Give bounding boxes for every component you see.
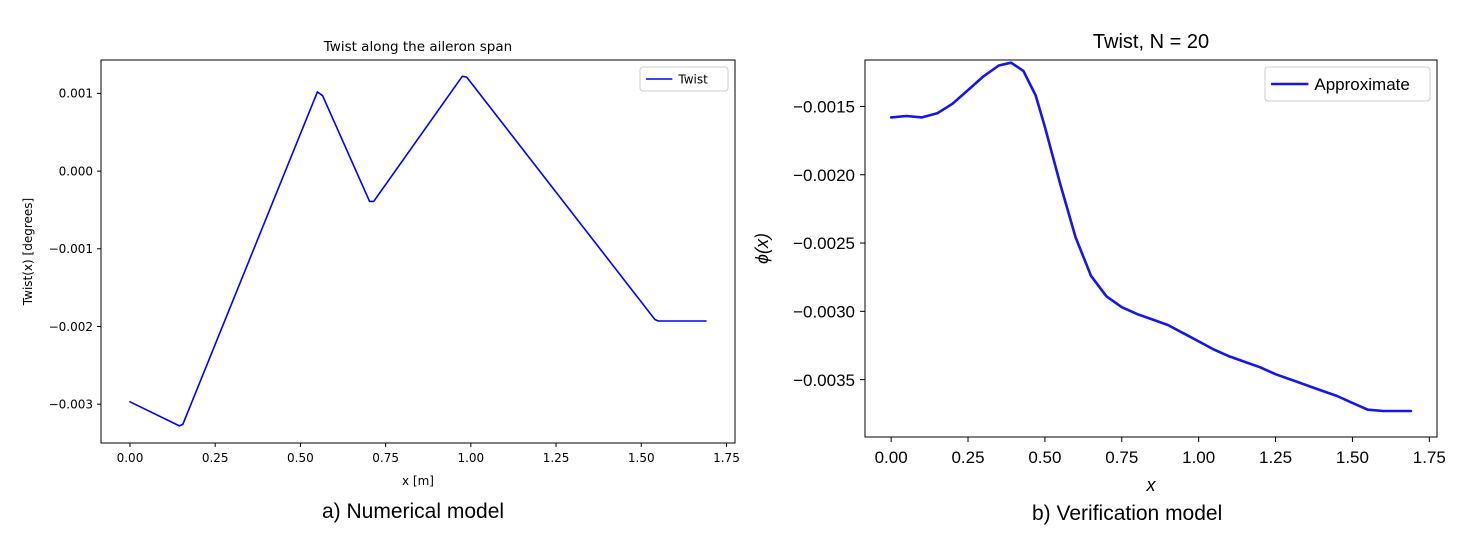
legend: Twist <box>639 66 729 92</box>
chart-title: Twist, N = 20 <box>1093 31 1209 53</box>
x-tick-label: 1.75 <box>713 451 740 465</box>
series-line-approximate <box>889 61 1413 413</box>
legend-box <box>1264 66 1431 102</box>
axes-frame <box>100 59 736 444</box>
x-tick-label: 0.25 <box>951 448 984 467</box>
x-tick-label: 0.00 <box>117 451 144 465</box>
legend-box <box>639 66 729 92</box>
y-tick-label: −0.0035 <box>793 371 855 390</box>
y-tick-label: −0.003 <box>49 397 93 411</box>
y-axis-label: Twist(x) [degrees] <box>21 198 35 306</box>
chart-numerical-model: Twist along the aileron span 0.00 0.25 0.50… <box>21 39 740 488</box>
x-axis-label: x <box>1146 475 1157 495</box>
axes-frame <box>864 59 1438 438</box>
x-tick-label: 0.50 <box>1028 448 1061 467</box>
chart-verification-model: Twist, N = 20 0.00 0.25 0.50 0.75 1.00 1.25 1.5… <box>752 31 1446 495</box>
x-tick-label: 0.50 <box>287 451 314 465</box>
x-tick-label: 1.50 <box>1336 448 1369 467</box>
x-tick-label: 1.25 <box>1259 448 1292 467</box>
x-tick-label: 1.50 <box>628 451 655 465</box>
y-tick-label: 0.001 <box>59 87 93 101</box>
chart-title: Twist along the aileron span <box>323 39 512 55</box>
legend-label: Twist <box>677 72 708 86</box>
x-tick-label: 1.00 <box>1182 448 1215 467</box>
y-tick-label: −0.002 <box>49 320 93 334</box>
y-tick-label: −0.001 <box>49 242 93 256</box>
legend: Approximate <box>1264 66 1431 102</box>
x-tick-label: 1.25 <box>543 451 570 465</box>
caption-numerical-model: a) Numerical model <box>322 500 505 523</box>
y-tick-label: 0.000 <box>59 164 93 178</box>
caption-verification-model: b) Verification model <box>1032 502 1223 525</box>
y-tick-label: −0.0015 <box>793 98 855 117</box>
y-tick-label: −0.0030 <box>793 302 855 321</box>
x-tick-label: 1.00 <box>457 451 484 465</box>
x-tick-label: 0.25 <box>202 451 229 465</box>
x-tick-label: 0.75 <box>1105 448 1138 467</box>
legend-label: Approximate <box>1314 75 1409 94</box>
x-tick-label: 0.75 <box>372 451 399 465</box>
series-line-twist <box>129 75 707 427</box>
y-axis-label: ϕ(x) <box>752 233 772 264</box>
x-axis-label: x [m] <box>402 474 434 488</box>
x-tick-label: 1.75 <box>1413 448 1446 467</box>
y-tick-label: −0.0020 <box>793 166 855 185</box>
x-tick-label: 0.00 <box>875 448 908 467</box>
y-tick-label: −0.0025 <box>793 234 855 253</box>
